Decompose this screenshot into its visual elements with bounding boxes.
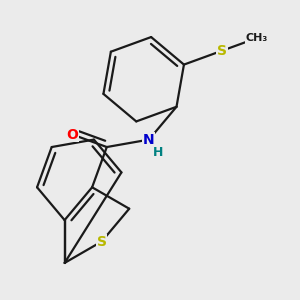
Text: CH₃: CH₃ <box>245 33 268 43</box>
Text: S: S <box>97 235 107 248</box>
Text: O: O <box>67 128 79 142</box>
Text: S: S <box>217 44 227 58</box>
Text: N: N <box>143 133 155 147</box>
Text: H: H <box>153 146 163 160</box>
